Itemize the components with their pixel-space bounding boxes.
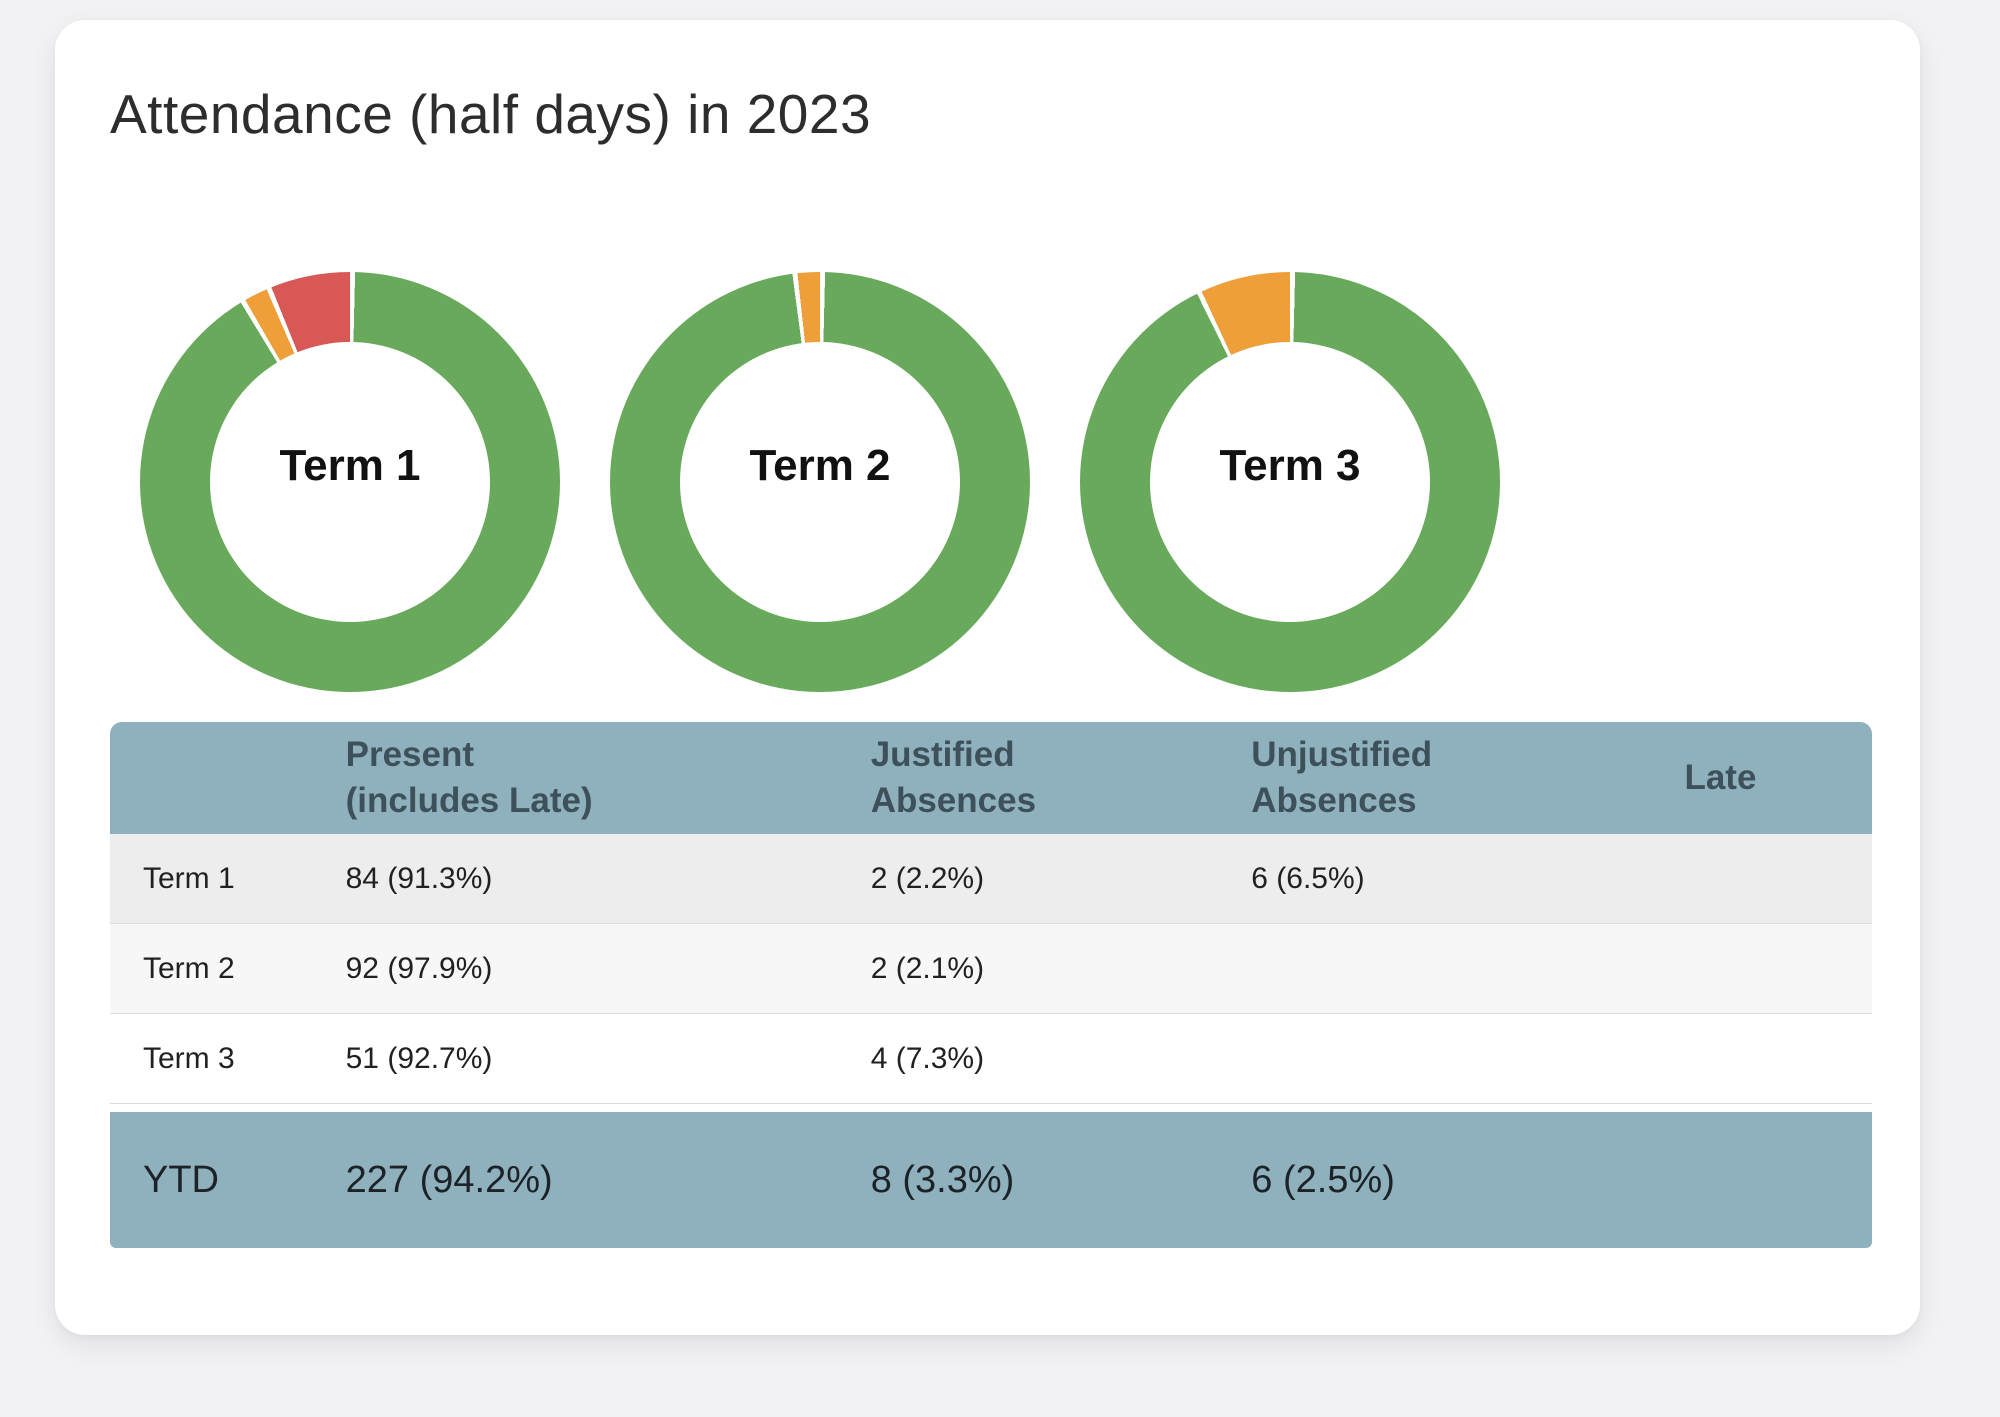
attendance-table: Present (includes Late) Justified Absenc… bbox=[110, 722, 1872, 1249]
donut-chart-term-3: Term 3 bbox=[1080, 272, 1500, 692]
cell-late-value bbox=[1568, 834, 1872, 925]
cell-unjustified-value bbox=[1218, 1014, 1569, 1105]
attendance-table-container: Present (includes Late) Justified Absenc… bbox=[110, 722, 1872, 1249]
cell-term-label: Term 1 bbox=[110, 834, 313, 925]
header-present: Present (includes Late) bbox=[312, 722, 838, 835]
header-unjustified-absences: Unjustified Absences bbox=[1218, 722, 1569, 835]
cell-justified-value: 2 (2.2%) bbox=[837, 834, 1219, 925]
cell-justified-value: 4 (7.3%) bbox=[837, 1014, 1219, 1105]
cell-unjustified-value bbox=[1218, 924, 1569, 1015]
table-row-term-1: Term 1 84 (91.3%) 2 (2.2%) 6 (6.5%) bbox=[110, 834, 1872, 925]
cell-late-value bbox=[1568, 1014, 1872, 1105]
cell-present-value: 84 (91.3%) bbox=[312, 834, 838, 925]
header-justified-absences: Justified Absences bbox=[837, 722, 1219, 835]
table-footer-row-ytd: YTD 227 (94.2%) 8 (3.3%) 6 (2.5%) bbox=[110, 1104, 1872, 1249]
attendance-card: Attendance (half days) in 2023 Term 1 Te… bbox=[55, 20, 1920, 1335]
cell-unjustified-value: 6 (6.5%) bbox=[1218, 834, 1569, 925]
cell-present-value: 51 (92.7%) bbox=[312, 1014, 838, 1105]
card-title: Attendance (half days) in 2023 bbox=[110, 83, 872, 145]
cell-ytd-unjustified-value: 6 (2.5%) bbox=[1218, 1104, 1569, 1249]
donut-label-term-3: Term 3 bbox=[1219, 441, 1361, 490]
donut-hole bbox=[680, 342, 960, 622]
donut-hole bbox=[210, 342, 490, 622]
cell-present-value: 92 (97.9%) bbox=[312, 924, 838, 1015]
table-row-term-2: Term 2 92 (97.9%) 2 (2.1%) bbox=[110, 924, 1872, 1015]
cell-term-label: Term 2 bbox=[110, 924, 313, 1015]
header-late: Late bbox=[1568, 722, 1872, 835]
header-term-blank bbox=[110, 722, 313, 835]
table-header-row: Present (includes Late) Justified Absenc… bbox=[110, 722, 1872, 835]
donut-label-term-1: Term 1 bbox=[279, 441, 421, 490]
donut-charts-row: Term 1 Term 2 Term 3 bbox=[140, 272, 1500, 692]
cell-ytd-late-value bbox=[1568, 1104, 1872, 1249]
cell-ytd-present-value: 227 (94.2%) bbox=[312, 1104, 838, 1249]
donut-label-term-2: Term 2 bbox=[749, 441, 891, 490]
donut-hole bbox=[1150, 342, 1430, 622]
cell-term-label: Term 3 bbox=[110, 1014, 313, 1105]
donut-chart-term-1: Term 1 bbox=[140, 272, 560, 692]
cell-ytd-justified-value: 8 (3.3%) bbox=[837, 1104, 1219, 1249]
table-row-term-3: Term 3 51 (92.7%) 4 (7.3%) bbox=[110, 1014, 1872, 1105]
cell-ytd-label: YTD bbox=[110, 1104, 313, 1249]
cell-late-value bbox=[1568, 924, 1872, 1015]
cell-justified-value: 2 (2.1%) bbox=[837, 924, 1219, 1015]
donut-chart-term-2: Term 2 bbox=[610, 272, 1030, 692]
